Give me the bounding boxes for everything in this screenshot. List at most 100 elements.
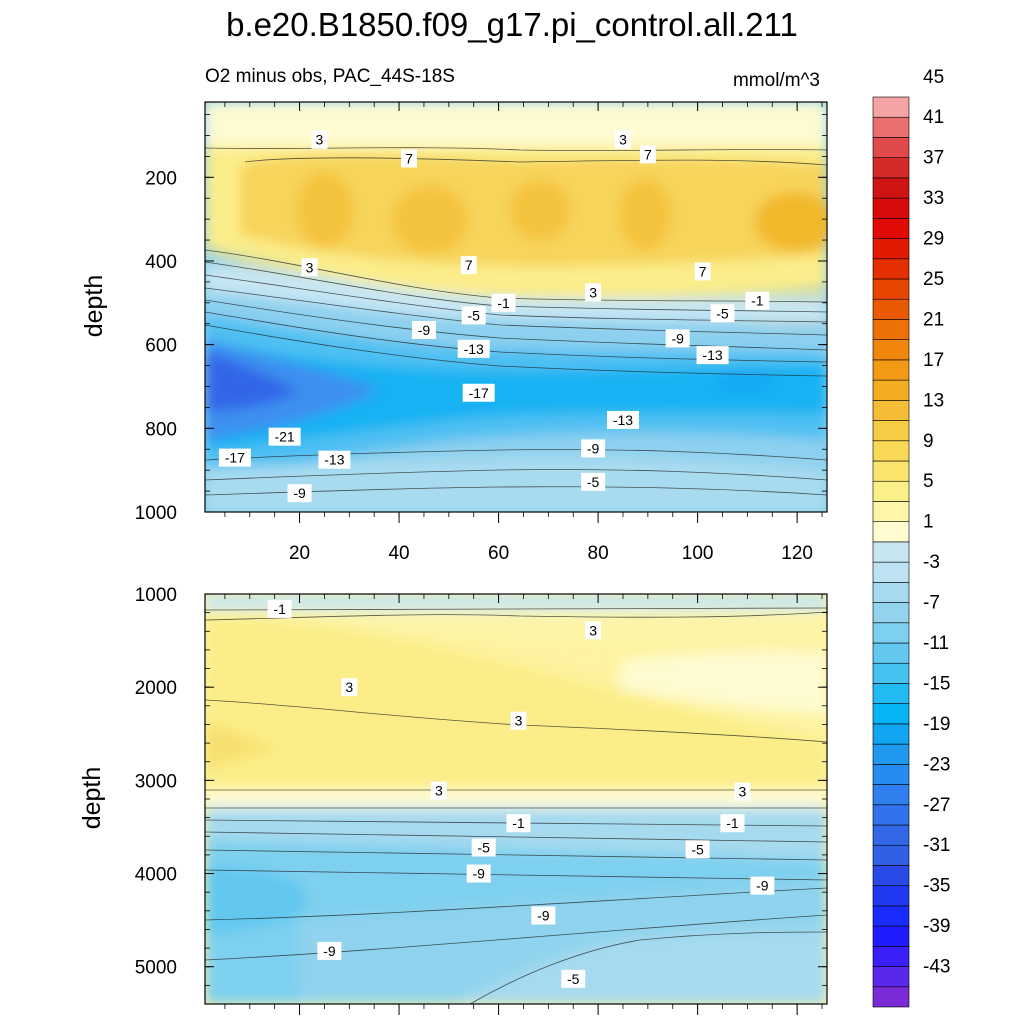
colorbar-label: 41 (923, 107, 944, 128)
top-contour-label: -21 (274, 429, 294, 445)
colorbar-label: -15 (923, 673, 950, 694)
top-contour-label-box (745, 291, 770, 310)
top-contour-label-box (639, 145, 656, 164)
colorbar-swatch (872, 764, 910, 785)
top-panel-fill (205, 102, 827, 512)
bottom-contour-label: 3 (345, 679, 353, 695)
bottom-contour-label-box (506, 814, 531, 833)
colorbar: 45 41 37 33 29 25 21 17 13 9 5 1 -3 -7 -11 -15 -19 -23 -27… (872, 67, 950, 1008)
bottom-axes: 1000 2000 3000 4000 5000 (135, 585, 827, 1015)
top-contour-label: -9 (418, 322, 431, 338)
top-y-tick-label: 200 (145, 168, 177, 189)
colorbar-swatch (872, 723, 910, 745)
top-contour-label: -13 (464, 341, 484, 357)
colorbar-swatch (872, 137, 910, 158)
colorbar-swatch (872, 440, 910, 462)
bottom-contour-label-box (430, 781, 447, 800)
bottom-y-tick-label: 2000 (135, 678, 177, 699)
bottom-contour-label-box (531, 906, 556, 925)
top-contour-label: 7 (699, 263, 707, 279)
top-x-tick-label: 80 (588, 543, 609, 564)
bottom-contour-label-box (720, 814, 745, 833)
top-contour-label: 3 (316, 132, 324, 148)
top-y-tick-label: 400 (145, 252, 177, 273)
bottom-contour-label-box (317, 941, 342, 960)
colorbar-swatch (872, 197, 910, 219)
colorbar-swatch (872, 541, 910, 563)
bottom-contour-label: -9 (537, 907, 550, 923)
bottom-contour-label-box (561, 969, 586, 988)
colorbar-label: 5 (923, 471, 934, 492)
bottom-contour-label: -1 (512, 815, 525, 831)
colorbar-label: -27 (923, 795, 950, 816)
colorbar-label: -3 (923, 552, 940, 573)
colorbar-swatch (872, 885, 910, 907)
colorbar-swatch (872, 622, 910, 644)
top-contour-label: -17 (469, 385, 489, 401)
bottom-contour-label: -9 (756, 878, 769, 894)
bottom-contour-label-box (471, 838, 496, 857)
top-contour-label-box (696, 346, 729, 365)
bottom-contour-label: -1 (726, 815, 739, 831)
top-contour-label-box (311, 130, 328, 149)
top-contour-label: -13 (702, 347, 722, 363)
colorbar-label: -39 (923, 916, 950, 937)
colorbar-swatch (872, 905, 910, 927)
top-contour-label-box (460, 256, 477, 275)
bottom-contour-label: 3 (435, 783, 443, 799)
top-contour-label-box (218, 448, 251, 467)
top-contour-label-box (318, 450, 351, 469)
top-x-tick-label: 100 (682, 543, 714, 564)
top-contour-label-box (581, 439, 606, 458)
colorbar-label: 37 (923, 148, 944, 169)
top-contour-label: 3 (306, 259, 314, 275)
top-contour-label: 7 (644, 146, 652, 162)
colorbar-swatch (872, 844, 910, 866)
bottom-contour-label-box (466, 864, 491, 883)
colorbar-swatch (872, 116, 910, 138)
colorbar-swatch (872, 582, 910, 603)
colorbar-swatch (872, 925, 910, 947)
top-contour-label-box (411, 321, 436, 340)
bottom-contour-label: -5 (477, 839, 490, 855)
colorbar-label: 17 (923, 350, 944, 371)
top-panel: 3 3 7 7 3 7 7 3 -1 -1 -5 -5 -9 -9 -13 -13 -17 -13 -21 -17 -1… (80, 101, 828, 564)
bottom-contour-label: -5 (691, 841, 704, 857)
bottom-contour-label-box (267, 599, 292, 618)
bottom-contour-label: -1 (273, 601, 286, 617)
colorbar-swatch (872, 703, 910, 725)
colorbar-swatch (872, 946, 910, 967)
top-contour-label-box (491, 293, 516, 312)
colorbar-label: -35 (923, 876, 950, 897)
colorbar-swatch (872, 561, 910, 583)
colorbar-swatch (872, 157, 910, 179)
colorbar-swatch (872, 501, 910, 522)
top-y-tick-label: 800 (145, 419, 177, 440)
top-contour-label: -9 (293, 485, 306, 501)
colorbar-label: -7 (923, 593, 940, 614)
colorbar-swatch (872, 339, 910, 361)
top-contour-label-box (694, 262, 711, 281)
bottom-contour-label: -9 (323, 943, 336, 959)
top-plot-frame (204, 101, 828, 513)
colorbar-label: 1 (923, 512, 934, 533)
top-y-tick-label: 600 (145, 336, 177, 357)
colorbar-label: 9 (923, 431, 934, 452)
colorbar-swatch (872, 480, 910, 502)
colorbar-swatch (872, 177, 910, 199)
top-contour-label: -17 (225, 450, 245, 466)
top-contour-label-box (581, 472, 606, 491)
colorbar-swatch (872, 602, 910, 624)
colorbar-swatch (872, 521, 910, 543)
bottom-y-tick-label: 3000 (135, 771, 177, 792)
colorbar-swatch (872, 784, 910, 806)
colorbar-swatch (872, 420, 910, 442)
colorbar-swatch (872, 824, 910, 846)
colorbar-label: -43 (923, 957, 950, 978)
colorbar-label: 21 (923, 309, 944, 330)
colorbar-swatch (872, 642, 910, 664)
top-contour-label-box (585, 283, 602, 302)
bottom-y-tick-label: 5000 (135, 958, 177, 979)
bottom-y-tick-label: 4000 (135, 865, 177, 886)
